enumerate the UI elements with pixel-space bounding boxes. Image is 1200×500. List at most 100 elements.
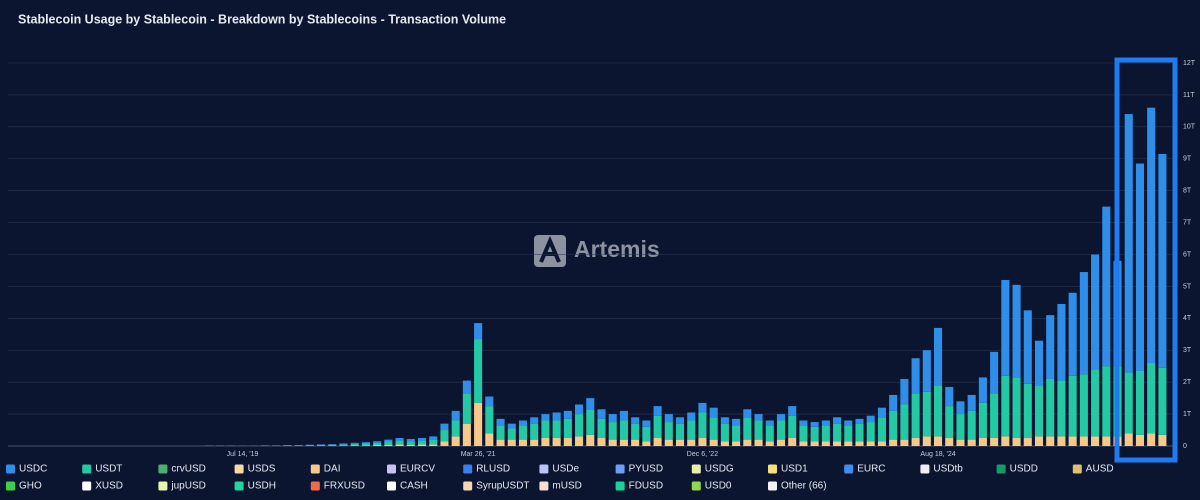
bar-segment [485,433,494,446]
bar-segment [507,428,516,440]
bar-segment [1046,436,1055,446]
legend-label: DAI [324,464,341,475]
bar-segment [1102,366,1111,437]
bar-segment [821,425,830,442]
bar-segment [967,439,976,446]
legend-swatch [6,464,15,474]
highlight-box [1114,57,1178,463]
bar-segment [922,436,931,446]
legend-swatch [996,464,1006,474]
bar-segment [440,423,449,431]
bar-segment [1158,434,1167,446]
bar-segment [1012,438,1021,446]
bar-segment [631,439,640,446]
bar-segment [406,444,415,446]
legend-swatch [82,481,92,491]
bar-segment [1046,315,1055,379]
legend-label: XUSD [95,481,123,492]
legend-swatch [844,464,854,474]
bar-segment [586,398,595,410]
bar-segment [541,438,550,446]
x-tick-label: Aug 18, '24 [920,451,955,458]
bar-segment [597,418,606,439]
bar-segment [440,441,449,446]
bar-segment [765,441,774,446]
bar-segment [1057,436,1066,446]
bar-segment [384,439,393,442]
bar-segment [799,441,808,446]
bar-segment [1012,377,1021,439]
bar-segment [877,407,886,418]
bar-segment [294,445,303,446]
bar-segment [1091,254,1100,370]
bar-segment [474,323,483,340]
legend-swatch [310,481,320,491]
bar-segment [530,417,539,424]
legend-label: USDH [248,481,276,492]
bar-segment [541,414,550,421]
legend-swatch [82,464,92,474]
bar-segment [417,438,427,441]
bar-segment [889,410,898,440]
bar-segment [530,423,539,440]
bar-segment [619,410,628,421]
legend-swatch [310,464,320,474]
y-tick-label: 9T [1183,156,1192,163]
legend-swatch [768,481,777,491]
bar-segment [664,439,673,446]
bar-segment [765,420,774,426]
bar-segment [945,406,954,439]
chart-title: Stablecoin Usage by Stablecoin - Breakdo… [18,12,506,26]
bar-segment [485,396,494,407]
bar-segment [429,444,438,446]
bar-segment [384,441,393,445]
bar-segment [900,439,909,446]
bar-segment [350,442,359,444]
bar-segment [653,415,662,439]
bar-segment [687,439,696,446]
y-tick-label: 8T [1183,188,1192,195]
bar-segment [552,412,561,421]
bar-segment [810,441,819,446]
bar-segment [575,414,584,437]
legend-swatch [158,481,168,491]
legend-label: CASH [400,481,428,492]
bar-segment [720,441,729,446]
bar-segment [720,423,729,442]
legend-swatch [920,464,930,474]
bar-segment [642,426,651,442]
bar-segment [675,423,685,440]
bar-segment [922,350,931,392]
bar-segment [1023,438,1032,446]
bar-segment [384,444,393,446]
watermark: Artemis [534,235,660,267]
bar-segment [1023,310,1032,384]
bar-segment [339,444,348,446]
bar-segment [664,422,673,440]
legend-label: USD0 [705,481,732,492]
bar-segment [1001,436,1010,446]
bar-segment [507,423,516,429]
bar-segment [855,423,864,442]
bar-segment [631,423,640,440]
legend-label: USDD [1010,464,1038,475]
legend-label: USD1 [781,464,808,475]
bar-segment [799,420,808,426]
legend-label: RLUSD [476,464,510,475]
bar-segment [788,415,797,439]
legend-swatch [615,464,625,474]
bar-segment [1034,340,1044,386]
bar-segment [1023,383,1032,439]
bar-segment [1147,433,1156,446]
bar-segment [687,412,696,421]
bar-segment [900,404,909,440]
bar-segment [922,391,931,437]
bar-segment [619,439,628,446]
bar-segment [406,438,415,442]
bar-segment [530,439,539,446]
legend-swatch [234,481,244,491]
legend-label: Other (66) [781,481,827,492]
bar-segment [507,439,516,446]
bar-segment [956,401,965,415]
